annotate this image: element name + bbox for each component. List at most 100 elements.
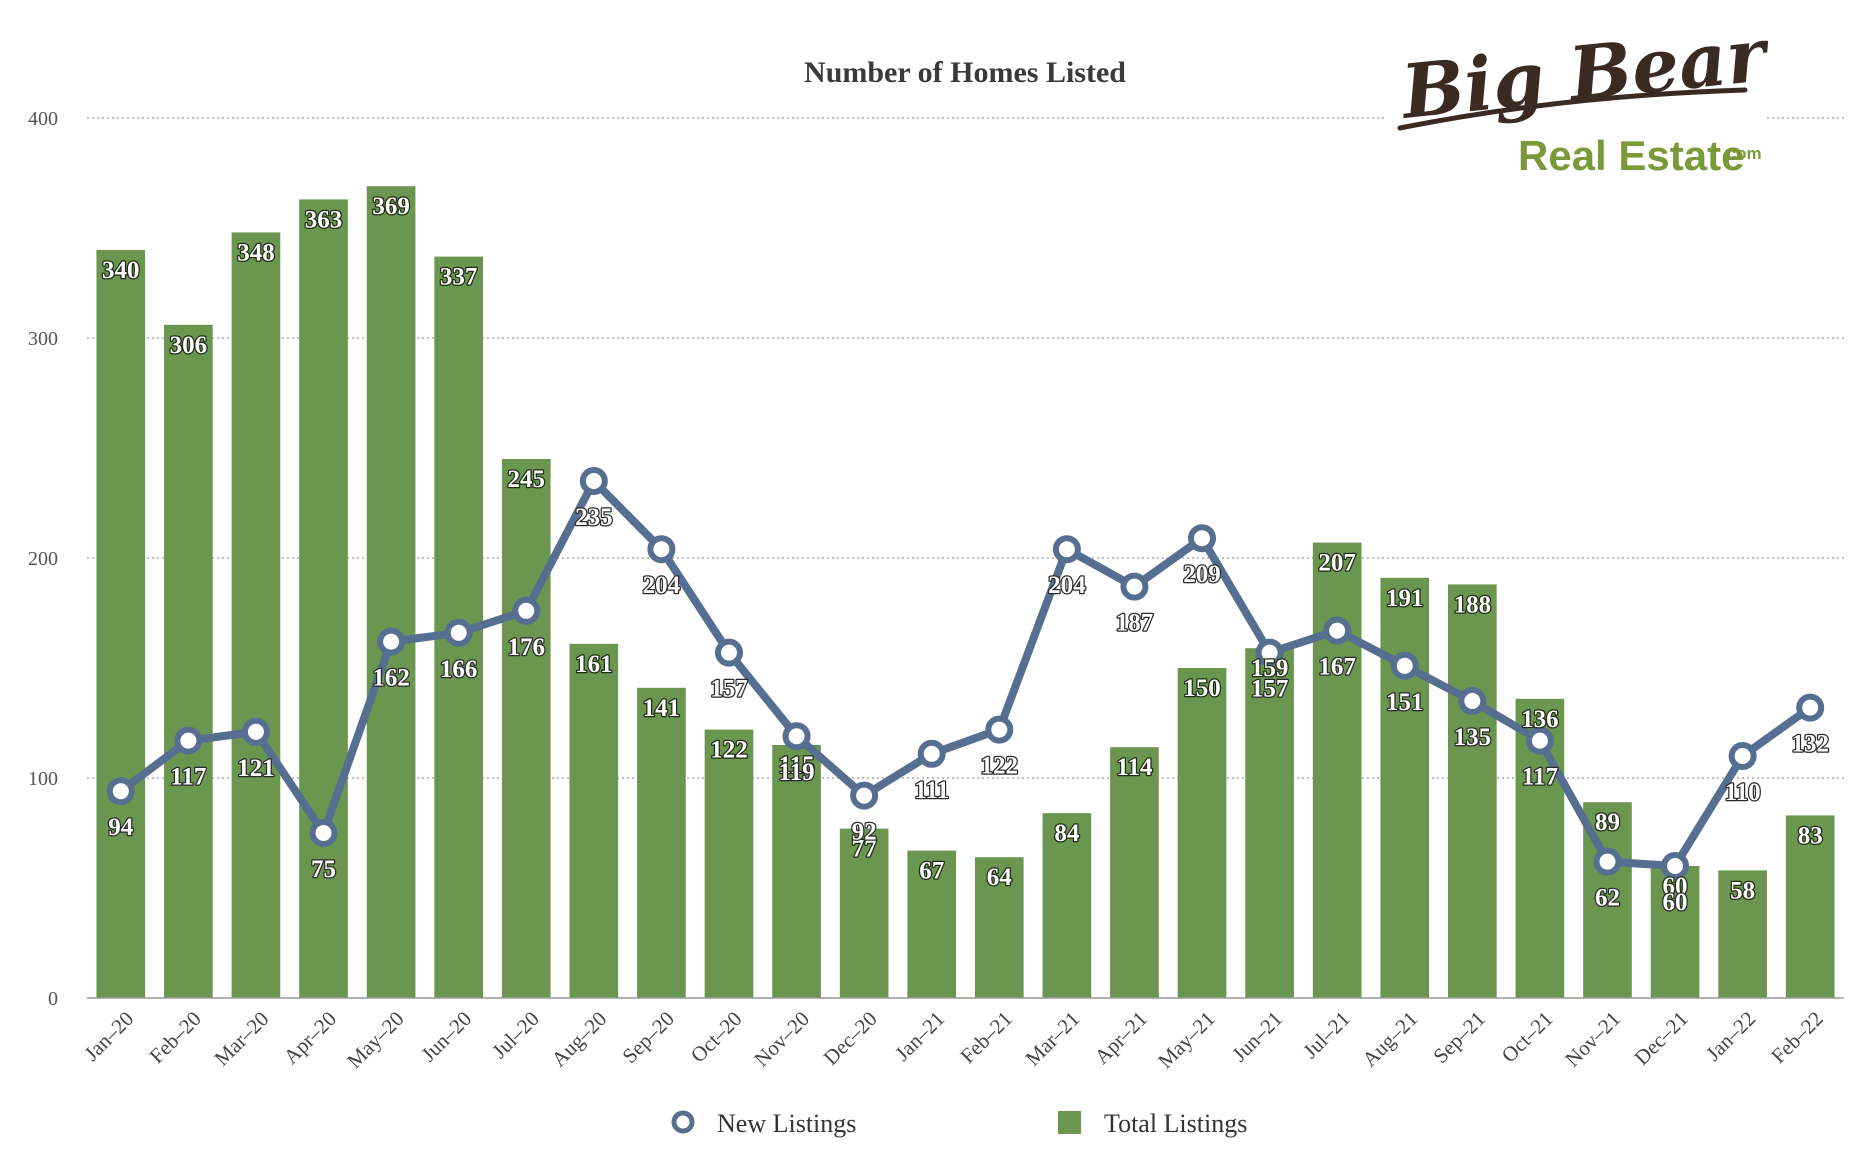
new-listings-point: [1593, 847, 1622, 876]
x-tick-label: Feb–22: [1766, 1007, 1828, 1069]
legend-marker-icon: [671, 1110, 695, 1134]
legend-new-listings-label: New Listings: [717, 1109, 856, 1138]
legend-total-listings[interactable]: Total Listings: [1058, 1109, 1247, 1138]
line-value-label: 151: [1386, 689, 1424, 716]
bar-total-listings: [1718, 870, 1767, 998]
legend-new-listings[interactable]: New Listings: [671, 1109, 856, 1138]
bar-total-listings: [1042, 813, 1092, 998]
new-listings-point: [917, 739, 946, 768]
x-tick-label: Mar–21: [1020, 1007, 1084, 1071]
bar-value-label: 141: [643, 695, 681, 722]
x-tick-label: May–20: [342, 1007, 408, 1073]
new-listings-point: [512, 596, 541, 625]
x-tick-label: Dec–20: [819, 1007, 882, 1070]
y-tick-label: 100: [28, 768, 58, 790]
y-tick-label: 300: [28, 328, 58, 350]
line-value-label: 119: [778, 759, 814, 786]
bar-total-listings: [366, 186, 416, 998]
bar-value-label: 89: [1595, 809, 1620, 836]
new-listings-point: [444, 618, 473, 647]
bar-value-label: 77: [852, 836, 877, 863]
new-listings-point: [1525, 726, 1554, 755]
bar-value-label: 83: [1798, 822, 1823, 849]
x-tick-label: Nov–20: [749, 1007, 814, 1072]
bar-total-listings: [1785, 815, 1835, 998]
bar-total-listings: [231, 232, 281, 998]
x-tick-label: Aug–21: [1357, 1007, 1422, 1072]
new-listings-point: [782, 722, 811, 751]
bar-total-listings: [1110, 747, 1159, 998]
bar-value-label: 58: [1730, 877, 1755, 904]
line-value-label: 94: [108, 814, 134, 841]
x-tick-label: Sep–21: [1428, 1007, 1490, 1069]
x-tick-label: Nov–21: [1560, 1007, 1625, 1072]
bar-value-label: 60: [1663, 873, 1688, 900]
new-listings-line: [106, 467, 1825, 880]
x-tick-label: Jul–20: [487, 1007, 544, 1064]
line-value-label: 117: [170, 764, 206, 791]
bar-value-label: 340: [102, 257, 140, 284]
bar-total-listings: [299, 199, 348, 998]
bar-total-listings: [974, 857, 1024, 998]
bar-total-listings: [1245, 648, 1294, 998]
new-listings-point: [1188, 524, 1217, 553]
x-tick-label: Aug–20: [547, 1007, 612, 1072]
bar-total-listings: [501, 459, 551, 998]
bar-total-listings: [637, 687, 686, 998]
logo-real-estate: Real Estate: [1518, 132, 1744, 179]
total-listings-bars: [96, 186, 1835, 999]
total-listings-labels: 340 306 348 363 369 337 245 161 141 122 115 77 67 64 8…: [101, 192, 1824, 906]
x-tick-label: Sep–20: [617, 1007, 679, 1069]
line-value-label: 111: [914, 777, 949, 804]
line-value-label: 167: [1318, 654, 1356, 681]
line-value-label: 162: [372, 665, 410, 692]
legend: New Listings Total Listings: [671, 1109, 1247, 1138]
x-tick-label: Oct–21: [1497, 1007, 1558, 1068]
new-listings-point: [1255, 638, 1284, 667]
x-tick-label: Mar–20: [209, 1007, 273, 1071]
new-listings-point: [1390, 651, 1419, 680]
new-listings-point: [1323, 616, 1352, 645]
bar-value-label: 122: [710, 737, 748, 764]
new-listings-point: [579, 467, 608, 495]
line-value-label: 157: [1251, 676, 1289, 703]
new-listings-labels: 94 117 121 75 162 166 176 235 204 157 119 92 111 122 2…: [107, 503, 1830, 918]
new-listings-point: [241, 717, 270, 746]
line-value-label: 60: [1663, 889, 1688, 916]
x-tick-label: Oct–20: [686, 1007, 747, 1068]
x-tick-label: Jan–21: [890, 1007, 949, 1066]
bar-total-listings: [1177, 668, 1227, 998]
line-value-label: 75: [311, 856, 336, 883]
x-tick-label: Jun–21: [1227, 1007, 1287, 1067]
bar-value-label: 337: [440, 264, 478, 291]
bar-total-listings: [1650, 866, 1700, 998]
bar-value-label: 84: [1054, 820, 1080, 847]
line-value-label: 187: [1116, 610, 1154, 637]
y-tick-label: 0: [48, 988, 58, 1010]
x-tick-label: Feb–20: [144, 1007, 206, 1069]
bar-value-label: 136: [1521, 706, 1559, 733]
new-listings-point: [1728, 742, 1757, 770]
bar-value-label: 191: [1386, 585, 1424, 612]
new-listings-point: [985, 715, 1014, 744]
line-value-label: 204: [1048, 572, 1086, 599]
new-listings-point: [106, 777, 135, 806]
bar-total-listings: [1380, 577, 1430, 998]
line-value-label: 235: [575, 504, 613, 531]
bar-total-listings: [1312, 542, 1362, 998]
bar-value-label: 67: [919, 858, 944, 885]
bar-value-label: 115: [778, 752, 814, 779]
x-tick-label: Jan–22: [1701, 1007, 1760, 1066]
logo-swoosh-icon: [1397, 87, 1748, 131]
new-listings-point: [174, 726, 203, 755]
bar-total-listings: [96, 250, 146, 998]
bar-value-label: 64: [987, 864, 1013, 891]
x-tick-label: Dec–21: [1629, 1007, 1692, 1070]
legend-bar-swatch: [1058, 1111, 1081, 1134]
bar-value-label: 369: [372, 193, 410, 220]
bar-total-listings: [839, 828, 889, 998]
x-tick-label: Apr–21: [1090, 1007, 1152, 1069]
bar-value-label: 150: [1183, 675, 1221, 702]
